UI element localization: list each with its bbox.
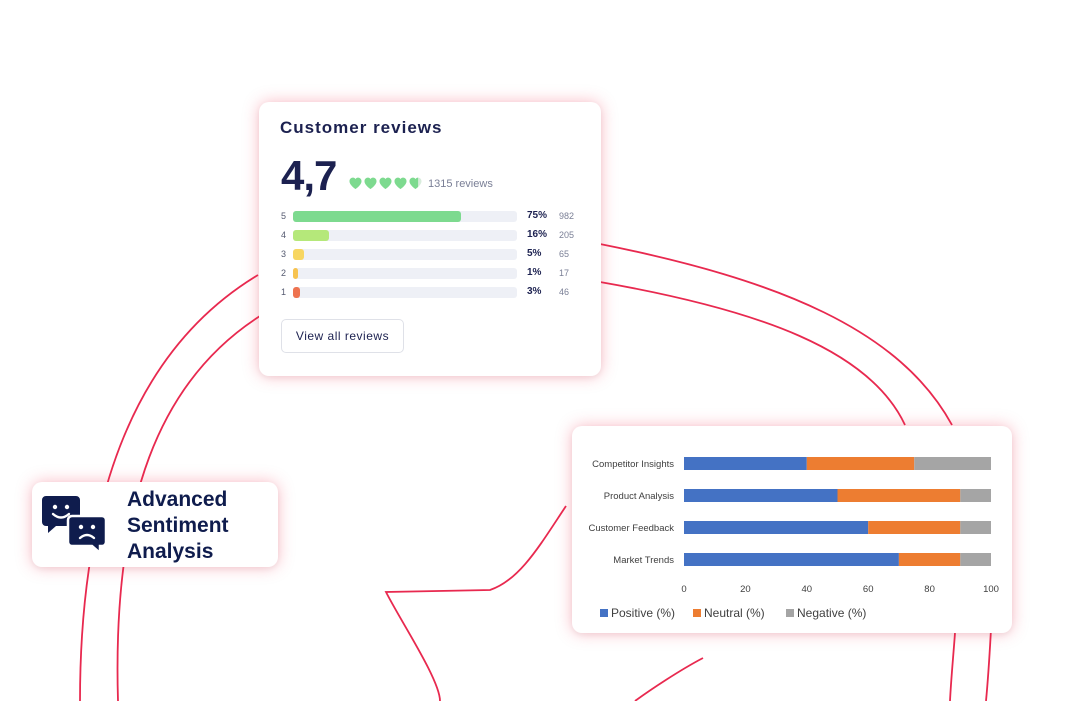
legend-item: Neutral (%) — [693, 606, 765, 620]
rating-row-5: 5 75% 982 — [259, 210, 601, 224]
rating-bar-fill — [293, 211, 461, 222]
reviews-count: 1315 reviews — [428, 178, 493, 190]
customer-reviews-card: Customer reviews 4,7 1315 reviews 5 75% 98… — [259, 102, 601, 376]
rating-count: 205 — [559, 230, 575, 240]
bar-segment — [684, 489, 838, 502]
rating-star-label: 2 — [281, 268, 287, 278]
bar-segment — [960, 553, 991, 566]
rating-star-label: 1 — [281, 287, 287, 297]
category-label: Competitor Insights — [592, 459, 674, 470]
legend-label: Negative (%) — [797, 606, 866, 620]
rating-star-label: 3 — [281, 249, 287, 259]
rating-bar-track — [293, 230, 517, 241]
x-tick-label: 80 — [924, 584, 935, 595]
heart-icon — [394, 177, 407, 189]
x-tick-label: 20 — [740, 584, 751, 595]
bar-segment — [960, 521, 991, 534]
sentiment-analysis-badge: Advanced Sentiment Analysis — [32, 482, 278, 567]
x-tick-label: 40 — [802, 584, 813, 595]
bar-segment — [837, 489, 961, 502]
rating-star-label: 4 — [281, 230, 287, 240]
sentiment-chart-card: Competitor Insights Product Analysis Custo… — [572, 426, 1012, 633]
x-tick-label: 0 — [681, 584, 686, 595]
rating-row-3: 3 5% 65 — [259, 248, 601, 262]
heart-icon — [409, 177, 422, 189]
view-all-reviews-button[interactable]: View all reviews — [281, 319, 404, 353]
rating-count: 65 — [559, 249, 570, 259]
legend-swatch — [693, 609, 701, 617]
heart-icon — [349, 177, 362, 189]
rating-bar-track — [293, 268, 517, 279]
badge-line-1: Advanced — [127, 488, 228, 511]
badge-title: Advanced Sentiment Analysis — [127, 487, 229, 565]
bar-segment — [914, 457, 991, 470]
rating-bar-fill — [293, 268, 298, 279]
legend-label: Positive (%) — [611, 606, 675, 620]
badge-line-2: Sentiment — [127, 514, 229, 537]
chat-faces-icon — [42, 496, 108, 556]
rating-bar-fill — [293, 230, 329, 241]
rating-percent: 3% — [527, 286, 542, 297]
rating-row-2: 2 1% 17 — [259, 267, 601, 281]
category-label: Customer Feedback — [588, 523, 674, 534]
rating-percent: 5% — [527, 248, 542, 259]
legend-swatch — [786, 609, 794, 617]
bar-segment — [806, 457, 915, 470]
legend-label: Neutral (%) — [704, 606, 765, 620]
rating-bar-fill — [293, 287, 300, 298]
category-label: Product Analysis — [604, 491, 674, 502]
bar-segment — [898, 553, 961, 566]
rating-count: 46 — [559, 287, 570, 297]
rating-count: 17 — [559, 268, 570, 278]
reviews-title: Customer reviews — [280, 118, 443, 137]
legend-item: Positive (%) — [600, 606, 675, 620]
badge-line-3: Analysis — [127, 540, 214, 563]
bar-segment — [684, 457, 807, 470]
heart-icon — [379, 177, 392, 189]
rating-bar-track — [293, 211, 517, 222]
average-rating: 4,7 — [281, 152, 337, 199]
x-tick-label: 100 — [983, 584, 999, 595]
sad-chat-icon — [66, 514, 108, 556]
bar-segment — [684, 521, 869, 534]
rating-bar-track — [293, 287, 517, 298]
rating-star-label: 5 — [281, 211, 287, 221]
rating-row-4: 4 16% 205 — [259, 229, 601, 243]
x-tick-label: 60 — [863, 584, 874, 595]
heart-icon — [364, 177, 377, 189]
rating-row-1: 1 3% 46 — [259, 286, 601, 300]
rating-bar-fill — [293, 249, 305, 260]
rating-count: 982 — [559, 211, 575, 221]
bar-segment — [684, 553, 899, 566]
rating-percent: 75% — [527, 210, 548, 221]
legend-item: Negative (%) — [786, 606, 866, 620]
legend-swatch — [600, 609, 608, 617]
rating-hearts — [349, 177, 422, 190]
rating-percent: 16% — [527, 229, 548, 240]
category-label: Market Trends — [613, 555, 674, 566]
bar-segment — [868, 521, 961, 534]
stacked-bar-chart: Competitor Insights Product Analysis Custo… — [588, 457, 999, 620]
rating-bar-track — [293, 249, 517, 260]
rating-percent: 1% — [527, 267, 542, 278]
bar-segment — [960, 489, 991, 502]
